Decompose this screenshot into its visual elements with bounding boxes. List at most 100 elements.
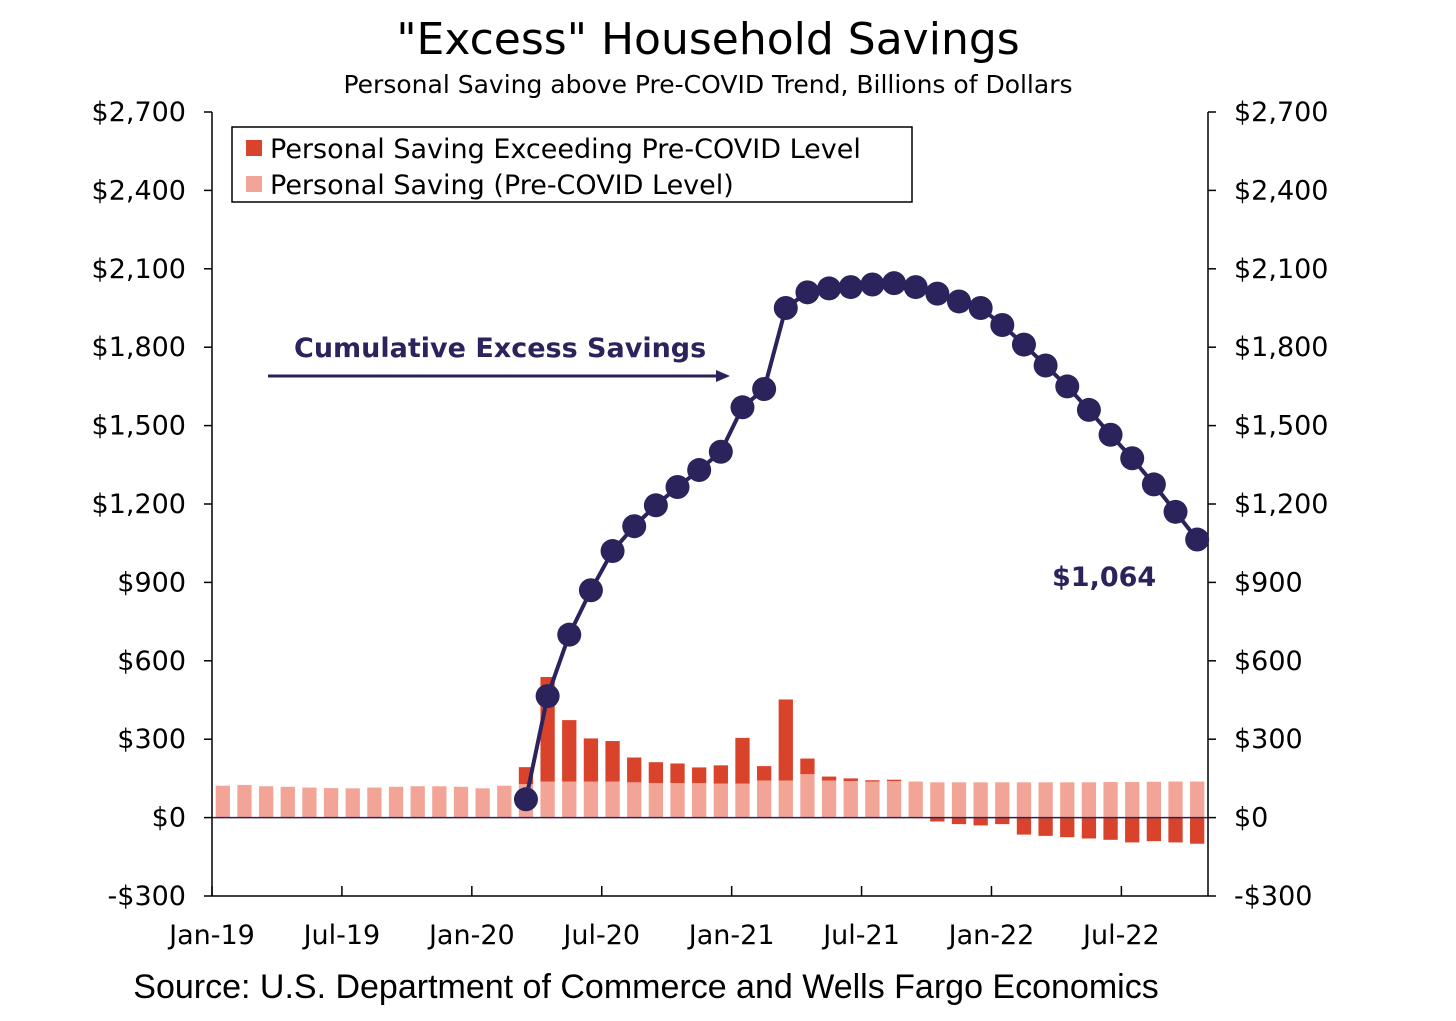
bar-excess-2021-06 [843, 778, 858, 782]
cumulative-point-2020-07 [600, 539, 625, 564]
bar-excess-2022-10 [1190, 817, 1205, 844]
cumulative-point-2022-08 [1141, 472, 1166, 497]
y-tick-label-right: -$300 [1234, 881, 1312, 912]
bar-precovid-2020-01 [475, 788, 490, 818]
y-tick-label-right: $1,200 [1234, 489, 1328, 520]
legend: Personal Saving Exceeding Pre-COVID Leve… [231, 126, 913, 203]
bar-excess-2022-02 [1016, 817, 1032, 835]
bar-excess-2021-01 [735, 737, 750, 784]
legend-swatch-precovid [246, 176, 262, 192]
bar-precovid-2022-08 [1146, 781, 1162, 818]
bar-precovid-2019-07 [345, 788, 360, 818]
bar-precovid-2020-11 [692, 783, 707, 818]
bar-excess-2020-09 [648, 762, 664, 784]
bar-excess-2021-02 [756, 766, 772, 781]
bar-layer [215, 677, 1205, 844]
y-tick-label-left: $600 [117, 646, 186, 677]
legend-swatch-excess [246, 140, 262, 156]
cumulative-point-2020-05 [557, 622, 582, 647]
bar-precovid-2021-02 [756, 780, 772, 818]
y-tick-label-right: $2,100 [1234, 254, 1328, 285]
bar-excess-2022-06 [1103, 817, 1118, 840]
cumulative-point-2020-08 [622, 514, 647, 539]
bar-excess-2022-09 [1168, 817, 1183, 843]
bar-precovid-2020-07 [605, 781, 620, 818]
x-tick-label: Jul-19 [302, 920, 381, 951]
chart-title: "Excess" Household Savings [396, 14, 1020, 65]
bar-precovid-2022-04 [1060, 782, 1075, 818]
x-tick-label: Jul-20 [561, 920, 640, 951]
cumulative-point-2021-12 [968, 296, 993, 320]
legend-box [231, 126, 913, 203]
bar-precovid-2022-01 [995, 782, 1010, 818]
cumulative-point-2020-09 [643, 493, 668, 518]
bar-precovid-2022-03 [1038, 782, 1053, 818]
bar-excess-2020-08 [627, 757, 642, 783]
bar-precovid-2020-10 [670, 783, 685, 818]
cumulative-point-2022-05 [1076, 397, 1101, 422]
bar-precovid-2021-12 [973, 782, 988, 818]
bar-precovid-2022-10 [1190, 781, 1205, 818]
bar-excess-2022-01 [995, 817, 1010, 825]
y-tick-label-right: $1,500 [1234, 411, 1328, 442]
y-tick-label-right: $300 [1234, 724, 1303, 755]
axes-layer: $2,700 $2,700 $2,400 $2,400 $2,100 $2,100 $1,8… [92, 97, 1329, 951]
bar-precovid-2019-01 [215, 785, 230, 818]
legend-label-precovid: Personal Saving (Pre-COVID Level) [270, 170, 734, 201]
bar-precovid-2022-09 [1168, 781, 1183, 818]
bar-precovid-2019-12 [453, 786, 469, 818]
cumulative-point-2021-05 [817, 276, 842, 301]
cumulative-point-2020-11 [687, 458, 712, 483]
y-tick-label-left: $300 [117, 724, 186, 755]
cumulative-label: Cumulative Excess Savings [294, 333, 706, 364]
bar-precovid-2021-06 [843, 781, 858, 818]
bar-precovid-2019-06 [323, 788, 339, 818]
bar-precovid-2021-10 [930, 782, 945, 818]
y-tick-label-right: $1,800 [1234, 332, 1328, 363]
cumulative-point-2021-02 [752, 377, 777, 402]
cumulative-point-2021-08 [882, 271, 907, 296]
bar-excess-2022-04 [1060, 817, 1075, 838]
cumulative-point-2021-01 [730, 395, 755, 420]
bar-precovid-2019-09 [388, 786, 404, 818]
cumulative-point-2021-09 [903, 275, 928, 300]
cumulative-point-2021-03 [773, 296, 798, 320]
cumulative-point-2022-07 [1120, 446, 1145, 471]
y-tick-label-right: $900 [1234, 567, 1303, 598]
bar-excess-2021-12 [973, 817, 988, 826]
bar-precovid-2021-08 [886, 781, 902, 818]
line-layer [513, 271, 1210, 812]
bar-precovid-2019-04 [280, 786, 295, 818]
bar-excess-2020-12 [713, 765, 728, 784]
bar-excess-2020-11 [692, 767, 707, 784]
cumulative-point-2020-06 [578, 578, 603, 603]
cumulative-point-2021-06 [838, 275, 863, 300]
bar-excess-2020-07 [605, 741, 620, 782]
bar-excess-2021-10 [930, 817, 945, 822]
y-tick-label-right: $0 [1234, 803, 1268, 834]
bar-precovid-2019-03 [258, 786, 274, 818]
bar-precovid-2021-09 [908, 781, 923, 818]
cumulative-point-2022-10 [1185, 527, 1210, 552]
cumulative-point-2021-04 [795, 280, 820, 305]
cumulative-point-2022-03 [1033, 353, 1058, 378]
bar-excess-2022-05 [1081, 817, 1097, 839]
end-value-label: $1,064 [1052, 562, 1156, 593]
bar-precovid-2020-08 [627, 782, 642, 818]
bar-precovid-2019-02 [237, 784, 252, 818]
bar-excess-2021-03 [778, 699, 793, 781]
bar-precovid-2019-08 [367, 787, 382, 818]
bar-excess-2020-10 [670, 763, 685, 784]
bar-precovid-2019-05 [302, 787, 317, 818]
y-tick-label-left: $0 [152, 803, 186, 834]
bar-precovid-2021-04 [800, 774, 815, 818]
bar-excess-2021-07 [865, 780, 880, 782]
y-tick-label-left: $2,700 [92, 97, 186, 128]
legend-label-excess: Personal Saving Exceeding Pre-COVID Leve… [270, 134, 861, 165]
bar-excess-2022-08 [1146, 817, 1162, 842]
bar-precovid-2022-02 [1016, 782, 1032, 818]
y-tick-label-left: $1,200 [92, 489, 186, 520]
x-tick-label: Jan-19 [167, 920, 255, 951]
bar-precovid-2020-06 [583, 781, 599, 818]
